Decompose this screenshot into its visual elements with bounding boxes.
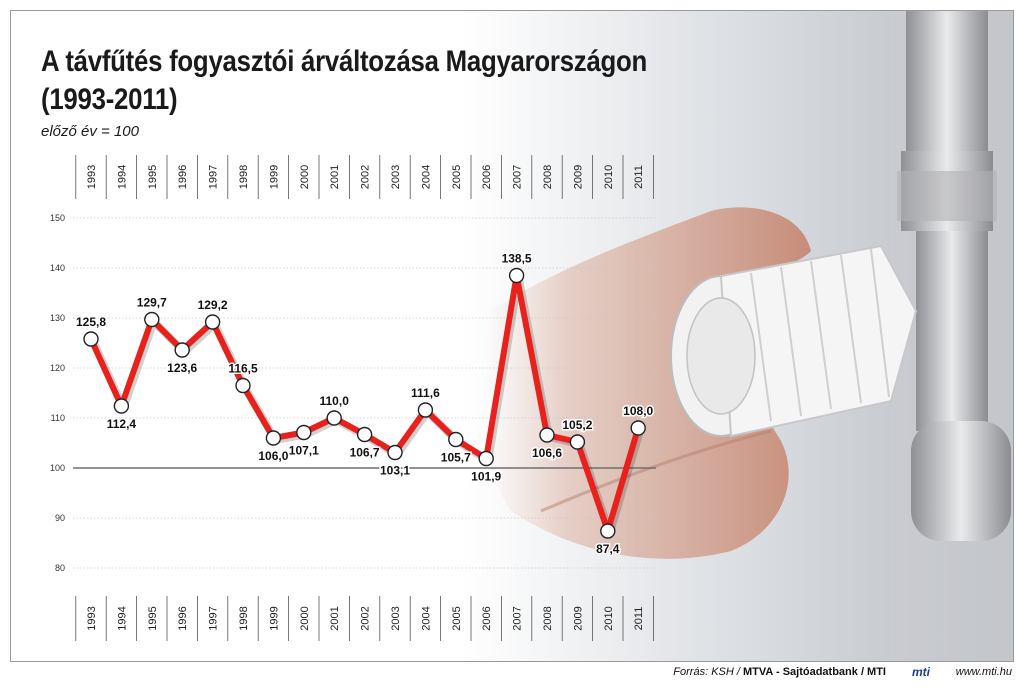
x-tick-label: 2005 [451, 165, 463, 189]
x-tick-label: 2010 [603, 165, 615, 189]
x-tick-label: 1995 [147, 606, 159, 630]
x-tick-label: 1995 [147, 165, 159, 189]
data-point [417, 402, 434, 418]
data-point [235, 377, 251, 394]
data-label: 106,6 [532, 446, 562, 460]
x-tick-label: 2005 [451, 606, 463, 630]
x-tick-label: 1999 [268, 606, 280, 630]
line-chart: 80 90 100 110 120 130 140 150 1993 1994 1995 1996 19… [50, 155, 656, 641]
x-tick-label: 1999 [268, 165, 280, 189]
x-tick-label: 1996 [177, 165, 189, 189]
data-point [265, 430, 282, 446]
x-tick-label: 2001 [329, 165, 341, 189]
y-tick-label: 150 [50, 213, 65, 223]
x-tick-label: 2009 [572, 606, 584, 630]
series-line [88, 272, 642, 534]
data-point [539, 427, 555, 443]
data-label: 138,5 [502, 252, 532, 266]
data-label: 106,7 [350, 446, 380, 460]
y-tick-label: 80 [55, 563, 65, 573]
y-tick-label: 100 [50, 463, 65, 473]
data-point [387, 444, 403, 461]
series-line-shadow [89, 273, 645, 537]
x-tick-label: 2003 [390, 606, 402, 630]
x-tick-label: 2002 [360, 165, 372, 189]
x-tick-label: 1994 [116, 606, 128, 630]
mti-logo-icon: mti [912, 665, 930, 679]
footer: Forrás: KSH / MTVA - Sajtóadatbank / MTI… [0, 665, 1012, 686]
x-tick-label: 1997 [208, 606, 220, 630]
data-point [326, 410, 342, 426]
x-tick-label: 1998 [238, 606, 250, 630]
data-point [174, 342, 190, 358]
data-label: 105,7 [441, 451, 471, 465]
y-tick-label: 130 [50, 313, 65, 323]
data-label: 116,5 [228, 362, 258, 376]
data-label: 103,1 [380, 464, 410, 478]
data-point [144, 311, 160, 328]
data-point [600, 523, 616, 539]
data-point [204, 314, 221, 330]
infographic-frame: A távfűtés fogyasztói árváltozása Magyar… [10, 10, 1014, 662]
data-point [356, 426, 373, 443]
x-tick-label: 2001 [329, 606, 341, 630]
x-tick-label: 1998 [238, 165, 250, 189]
data-point [478, 450, 494, 467]
x-tick-label: 1994 [116, 165, 128, 189]
data-label: 125,8 [76, 315, 106, 329]
x-tick-label: 1997 [208, 165, 220, 189]
y-tick-label: 90 [55, 513, 65, 523]
chart-title-line1: A távfűtés fogyasztói árváltozása Magyar… [41, 45, 648, 78]
data-label: 123,6 [167, 361, 197, 375]
data-point [569, 434, 586, 450]
data-label: 129,7 [137, 296, 167, 310]
x-tick-label: 2007 [512, 165, 524, 189]
y-tick-label: 120 [50, 363, 65, 373]
chart-title: A távfűtés fogyasztói árváltozása Magyar… [41, 43, 647, 119]
x-tick-label: 2009 [572, 165, 584, 189]
x-tick-label: 2000 [299, 165, 311, 189]
x-tick-label: 2004 [420, 165, 432, 189]
x-tick-label: 2007 [512, 606, 524, 630]
data-label: 105,2 [562, 418, 592, 432]
x-tick-label: 2002 [360, 606, 372, 630]
y-tick-label: 110 [51, 413, 65, 423]
x-tick-label: 2008 [542, 165, 554, 189]
data-label: 106,0 [258, 449, 288, 463]
data-label: 108,0 [623, 404, 653, 418]
data-label: 110,0 [320, 394, 350, 408]
x-tick-label: 2011 [633, 607, 645, 631]
chart-subtitle: előző év = 100 [41, 123, 139, 140]
x-tick-label: 2003 [390, 165, 402, 189]
data-point [83, 331, 99, 347]
thermostat-photo [11, 11, 1013, 661]
x-tick-label: 2008 [542, 606, 554, 630]
x-tick-label: 2004 [420, 606, 432, 630]
data-label: 101,9 [471, 470, 501, 484]
data-point [630, 420, 646, 436]
data-point [113, 398, 130, 414]
mti-url-link[interactable]: www.mti.hu [955, 666, 1012, 678]
data-label: 87,4 [596, 542, 620, 556]
data-label: 111,6 [411, 386, 440, 400]
x-tick-label: 2010 [603, 606, 615, 630]
x-tick-label: 1996 [177, 606, 189, 630]
x-tick-label: 2006 [481, 606, 493, 630]
x-tick-label: 1993 [86, 606, 98, 630]
chart-title-line2: (1993-2011) [41, 83, 178, 116]
source-agency: MTVA - Sajtóadatbank / MTI [742, 666, 886, 678]
source-credit: Forrás: KSH / MTVA - Sajtóadatbank / MTI [673, 666, 886, 678]
data-point [508, 267, 525, 284]
x-tick-label: 1993 [86, 165, 98, 189]
data-label: 112,4 [107, 417, 137, 431]
data-point [448, 431, 464, 448]
data-point [296, 424, 312, 441]
data-label: 129,2 [198, 298, 228, 312]
x-tick-label: 2011 [633, 165, 645, 189]
x-tick-label: 2006 [481, 165, 493, 189]
x-tick-label: 2000 [299, 606, 311, 630]
data-label: 107,1 [289, 444, 319, 458]
source-prefix: Forrás: KSH / [673, 666, 740, 678]
y-tick-label: 140 [50, 263, 65, 273]
